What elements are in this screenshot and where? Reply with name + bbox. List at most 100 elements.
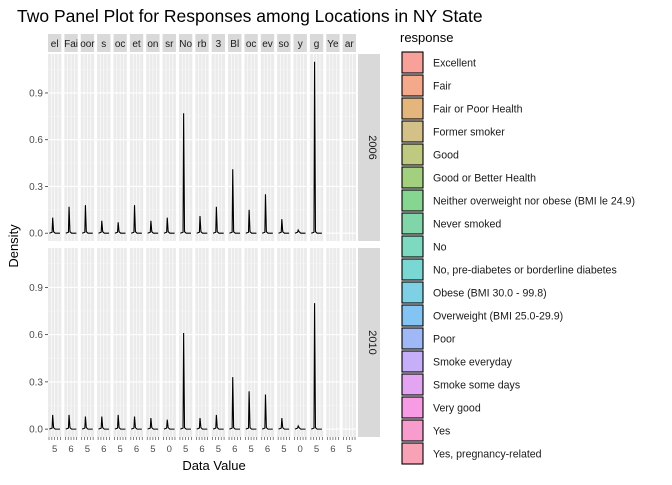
x-tick-label: 5 <box>248 444 253 455</box>
legend-label: Smoke everyday <box>433 357 513 369</box>
legend-swatch <box>401 442 424 465</box>
density-curve <box>130 205 142 234</box>
density-curve <box>114 222 126 234</box>
density-curve <box>147 220 159 234</box>
density-curve <box>163 419 175 430</box>
density-curve <box>98 220 110 234</box>
density-curve <box>98 416 110 430</box>
density-curve <box>229 377 241 430</box>
x-tick-label: 5 <box>118 444 123 455</box>
density-curve <box>261 194 273 234</box>
facet-strip-top <box>129 34 144 52</box>
facet-strip-label: ev <box>262 39 273 50</box>
facet-strip-top <box>162 34 176 52</box>
facet-strip-label: Fai <box>64 39 78 50</box>
x-tick-label: 5 <box>85 444 90 455</box>
density-curve <box>311 303 322 430</box>
legend-label: Overweight (BMI 25.0-29.9) <box>433 311 563 323</box>
density-curve <box>147 418 159 430</box>
x-tick-label: 6 <box>68 444 73 455</box>
x-tick-label: 5 <box>347 444 352 455</box>
density-curve <box>212 206 224 234</box>
facet-strip-top <box>97 34 111 52</box>
legend-swatch <box>401 327 424 350</box>
density-curve <box>278 418 290 430</box>
x-tick-label: 6 <box>330 444 335 455</box>
density-curve <box>229 169 241 234</box>
facet-strip-top <box>326 34 340 52</box>
x-tick-label: 5 <box>150 444 155 455</box>
density-curve <box>65 206 77 234</box>
facet-strip-top <box>309 34 324 52</box>
legend-label: No <box>433 242 447 254</box>
legend-label: Obese (BMI 30.0 - 99.8) <box>433 288 547 300</box>
legend-swatch <box>401 373 424 396</box>
facet-strip-label: Ye <box>327 39 339 50</box>
facet-strip-right <box>358 54 380 241</box>
facet-strip-label: ar <box>345 39 355 50</box>
x-tick-label: 0 <box>298 444 303 455</box>
legend-swatch <box>401 166 424 189</box>
density-curve <box>294 424 306 430</box>
legend-label: Never smoked <box>433 219 501 231</box>
legend-label: Good <box>433 150 459 162</box>
y-tick-label: 0.9 <box>29 88 43 99</box>
x-tick-label: 5 <box>281 444 286 455</box>
legend-label: Good or Better Health <box>433 173 536 185</box>
facet-strip-top <box>211 34 226 52</box>
legend-label: No, pre-diabetes or borderline diabetes <box>433 265 617 277</box>
facet-strip-label: el <box>51 39 59 50</box>
density-curve <box>196 216 208 234</box>
x-tick-label: 5 <box>183 444 188 455</box>
x-tick-label: 6 <box>265 444 270 455</box>
x-tick-label: 6 <box>199 444 204 455</box>
legend-swatch <box>401 304 424 327</box>
legend-swatch <box>401 97 424 120</box>
facet-strip-label: No <box>179 39 192 50</box>
facet-strip-label: oc <box>115 39 126 50</box>
density-curve <box>180 113 191 234</box>
x-tick-label: 0 <box>167 444 172 455</box>
facet-strip-top <box>293 34 307 52</box>
legend-swatch <box>401 396 424 419</box>
density-curve <box>114 414 126 430</box>
density-curve <box>130 416 142 430</box>
x-tick-label: 5 <box>52 444 57 455</box>
density-curve <box>81 205 93 234</box>
density-curve <box>261 394 273 430</box>
facet-strip-label: Bl <box>230 39 239 50</box>
legend-swatch <box>401 51 424 74</box>
legend-label: Yes <box>433 426 450 438</box>
x-tick-label: 6 <box>232 444 237 455</box>
facet-strip-top <box>178 34 193 52</box>
facet-strip-label: oor <box>80 39 95 50</box>
facet-strip-top <box>260 34 275 52</box>
y-tick-label: 0.6 <box>29 135 43 146</box>
density-curve <box>278 219 290 234</box>
facet-strip-top <box>342 34 356 52</box>
facet-strip-top <box>146 34 160 52</box>
y-tick-label: 0.3 <box>29 182 43 193</box>
y-tick-label: 0.9 <box>29 283 43 294</box>
facet-strip-top <box>64 34 78 52</box>
facet-strip-label: 3 <box>216 39 222 50</box>
facet-strip-label: oc <box>246 39 257 50</box>
chart-title: Two Panel Plot for Responses among Locat… <box>17 6 483 26</box>
facet-strip-label: on <box>147 39 158 50</box>
legend-label: Neither overweight nor obese (BMI le 24.… <box>433 196 635 208</box>
facet-strip-label: g <box>314 39 320 50</box>
density-curve <box>81 416 93 430</box>
x-axis-title: Data Value <box>182 458 245 473</box>
density-curve <box>212 414 224 430</box>
legend-title: response <box>400 30 453 45</box>
density-curve <box>163 217 175 234</box>
y-tick-label: 0.0 <box>29 425 43 436</box>
y-axis-title: Density <box>6 224 21 268</box>
density-curve <box>311 61 322 234</box>
legend-label: Smoke some days <box>433 380 520 392</box>
legend-swatch <box>401 120 424 143</box>
x-tick-label: 5 <box>216 444 221 455</box>
legend-label: Fair <box>433 81 452 93</box>
